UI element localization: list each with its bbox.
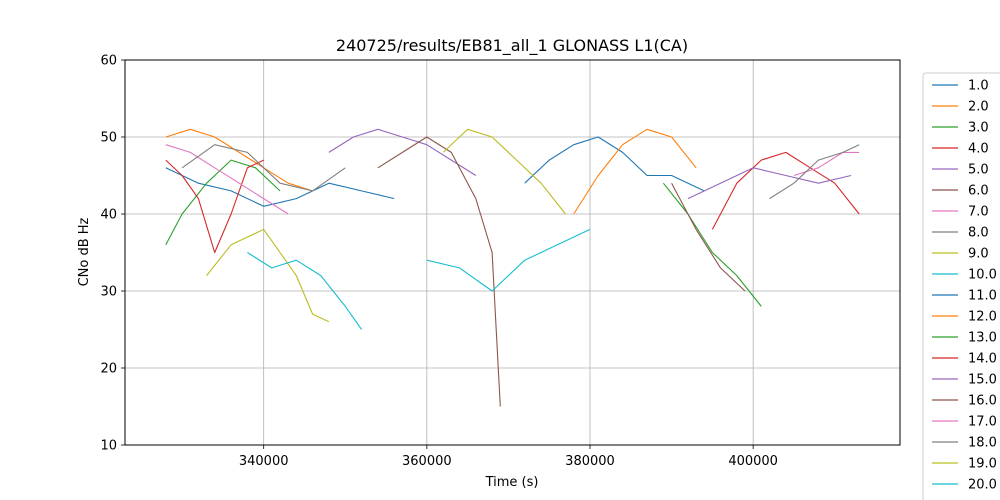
legend-label: 15.0	[968, 373, 997, 388]
legend-label: 4.0	[968, 142, 989, 157]
series-line-9-0	[206, 228, 330, 323]
series-line-12-0	[573, 128, 697, 215]
legend-label: 19.0	[968, 457, 997, 472]
legend-label: 3.0	[968, 121, 989, 136]
series-line-16-0	[671, 182, 746, 292]
series-line-13-0	[662, 182, 762, 307]
series-line-15-0	[687, 167, 852, 200]
y-tick-label: 40	[100, 208, 117, 223]
legend-label: 14.0	[968, 352, 997, 367]
y-tick-label: 20	[100, 362, 117, 377]
series-line-10-0	[247, 252, 363, 330]
y-tick-label: 30	[100, 285, 117, 300]
legend-label: 5.0	[968, 163, 989, 178]
series-line-20-0	[426, 228, 591, 292]
series-line-5-0	[328, 128, 477, 176]
legend-label: 6.0	[968, 184, 989, 199]
ticks: 340000 360000 380000 400000 10 20 30 40 50 60	[100, 54, 778, 470]
series-line-18-0	[769, 144, 860, 200]
y-tick-label: 60	[100, 54, 117, 69]
x-tick-label: 380000	[565, 454, 615, 469]
legend-label: 10.0	[968, 268, 997, 283]
legend-frame	[922, 72, 1000, 500]
series-line-11-0	[524, 136, 705, 192]
legend: 1.0 2.0 3.0 4.0 5.0 6.0 7.0 8.0 9.0 10.0 11.0 12.0 1…	[922, 72, 1000, 500]
x-tick-label: 400000	[728, 454, 778, 469]
x-tick-label: 360000	[402, 454, 452, 469]
legend-label: 11.0	[968, 289, 997, 304]
series-group	[165, 128, 860, 407]
legend-label: 12.0	[968, 310, 997, 325]
x-axis-title: Time (s)	[485, 475, 539, 490]
legend-label: 1.0	[968, 79, 989, 94]
legend-label: 13.0	[968, 331, 997, 346]
series-line-2-0	[165, 128, 313, 192]
series-line-7-0	[165, 144, 289, 215]
legend-label: 17.0	[968, 415, 997, 430]
y-axis-title: CNo dB Hz	[77, 217, 92, 286]
x-tick-label: 340000	[239, 454, 289, 469]
series-line-19-0	[442, 128, 566, 215]
legend-label: 8.0	[968, 226, 989, 241]
legend-label: 16.0	[968, 394, 997, 409]
series-line-6-0	[377, 136, 501, 407]
series-line-14-0	[711, 151, 860, 230]
chart-title: 240725/results/EB81_all_1 GLONASS L1(CA)	[336, 36, 688, 56]
series-line-8-0	[181, 144, 346, 192]
legend-label: 20.0	[968, 478, 997, 493]
plot-frame	[124, 59, 901, 446]
series-line-1-0	[165, 167, 395, 207]
series-line-4-0	[165, 159, 264, 254]
legend-label: 7.0	[968, 205, 989, 220]
series-line-3-0	[165, 159, 281, 246]
legend-label: 2.0	[968, 100, 989, 115]
y-tick-label: 10	[100, 439, 117, 454]
legend-label: 18.0	[968, 436, 997, 451]
y-tick-label: 50	[100, 131, 117, 146]
legend-label: 9.0	[968, 247, 989, 262]
